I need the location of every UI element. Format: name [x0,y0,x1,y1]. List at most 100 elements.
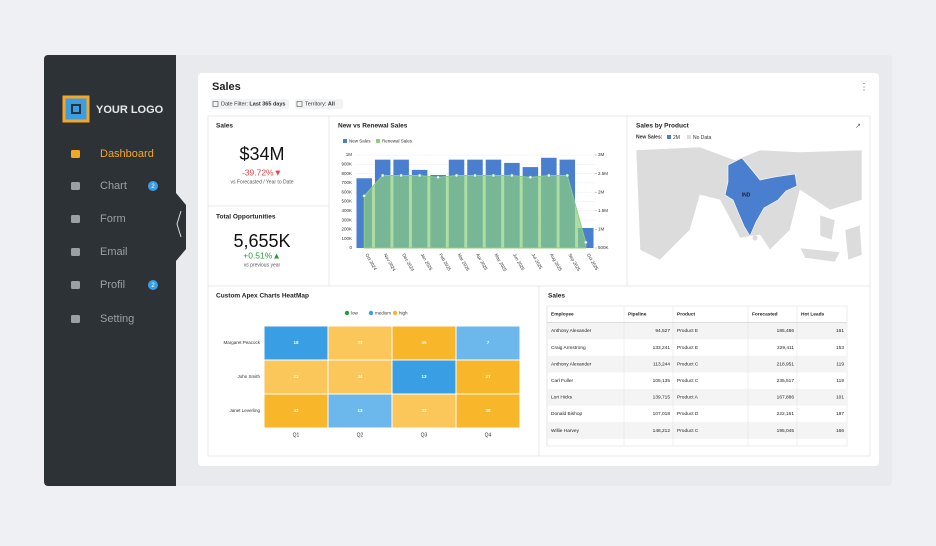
table-cell: 139,715 [653,395,671,401]
x-tick-label: Q2 [357,432,364,438]
menu-item[interactable]: Form [100,213,126,225]
table-cell: Lori Hicks [551,395,573,401]
heat-cell [391,393,457,429]
expand-icon[interactable]: ↗ [855,123,861,130]
table-cell: 166 [836,428,844,434]
table-cell: 107,018 [653,411,671,417]
point [399,173,403,178]
filter-value: Last 365 days [249,102,285,108]
menu-icon [71,150,80,158]
menu-item[interactable]: Setting [100,313,134,325]
menu-item[interactable]: Email [100,246,128,258]
cell-label: 13 [421,374,427,379]
point [417,173,422,178]
heat-cell [327,325,393,361]
point [491,173,496,178]
y2-tick-label: 1.5M [598,208,608,213]
logo-inner [71,104,81,114]
badge [148,280,158,290]
panel-borders [207,115,871,457]
y2-tick-label: 2.5M [598,171,608,176]
table-cell: 229,411 [777,345,794,351]
table-cell: Product A [677,395,699,401]
heat-cell [455,359,521,395]
map-title: Sales by Product [636,123,690,130]
filter-button[interactable] [295,99,343,109]
y-tick-label: 700K [341,180,352,185]
cell-label: 38 [485,408,491,413]
y2-tick-label: 1M [598,227,605,232]
column-header[interactable]: Hot Leads [801,311,825,317]
map-legend-label: 2M [673,135,680,141]
land [844,224,863,261]
column-header[interactable]: Pipeline [628,311,647,317]
menu-item[interactable]: Dashboard [100,148,154,160]
area [363,174,587,249]
y-tick-label: 900K [341,161,352,166]
point [584,240,588,245]
table-cell: Product C [677,361,699,367]
filter-name: Territory: [305,102,327,108]
point [510,173,514,178]
x-tick-label: Q4 [485,432,492,438]
cell-label: 18 [293,340,299,345]
row-label: Margaret Peacock [223,340,260,345]
more-menu[interactable]: ⋮ [860,81,869,91]
column-header[interactable]: Product [677,311,696,317]
badge [148,181,158,191]
heat-cell [263,325,329,361]
row-stripe [547,355,847,373]
point [380,173,385,178]
y-tick-label: 200K [341,227,352,232]
table-cell: Product E [677,328,698,334]
legend-dot [392,310,398,316]
cell-label: 22 [293,374,299,379]
cell-label: 13 [357,408,363,413]
badge-count: 2 [151,184,155,190]
filter-icon [212,101,219,107]
table-cell: Willie Harvey [551,428,580,434]
y-tick-label: 0 [349,245,352,250]
collapse-tab[interactable] [176,193,186,261]
row-stripe [547,389,847,406]
table-cell: 235,517 [777,378,795,384]
table-cell: Product C [677,378,699,384]
table-cell: 195,045 [777,428,795,434]
map-legend-swatch [687,135,691,139]
map-legend-swatch [667,135,671,139]
filter-name: Date Filter: [221,102,248,108]
heat-cell [455,325,521,361]
point [454,173,459,178]
heat-cell [391,359,457,395]
x-tick-label: Q3 [421,432,428,438]
legend-swatch [376,139,380,143]
country-shape[interactable] [724,157,798,237]
table-cell: Product D [677,411,699,417]
filter-icon [296,101,303,107]
table-cell: 218,951 [777,361,795,367]
x-tick-label: Q1 [293,432,300,438]
cell-label: 42 [293,408,299,413]
heat-cell [263,393,329,429]
menu-item[interactable]: Chart [100,180,127,192]
legend-label: high [399,311,408,316]
cell-label: 7 [487,340,490,345]
table-cell: Carl Fuller [551,378,574,384]
y-tick-label: 1M [346,152,353,157]
y-tick-label: 800K [341,171,352,176]
cell-label: 45 [421,340,427,345]
table-cell: 148,212 [653,428,671,434]
column-header[interactable]: Employee [551,311,574,317]
kpi-change: -39.72%▼ [242,167,282,177]
y-tick-label: 400K [341,208,352,213]
kpi-title: Sales [216,123,233,130]
heat-cell [263,359,329,395]
filter-button[interactable] [211,99,289,109]
filter-value: All [328,102,336,108]
column-header[interactable]: Forecasted [752,311,778,317]
table-cell: Anthony Alexander [551,361,592,367]
table-cell: 167,886 [777,395,795,401]
menu-item[interactable]: Profil [100,279,125,291]
collapse-icon [176,210,182,238]
